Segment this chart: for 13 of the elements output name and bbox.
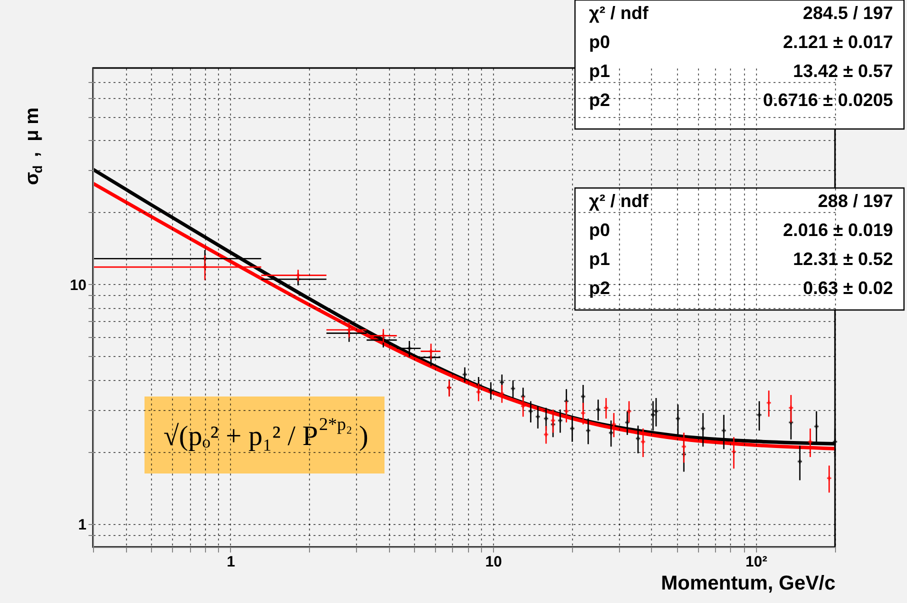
text: p0 2.016 ± 0.019 — [589, 220, 893, 240]
text: p2 0.6716 ± 0.0205 — [589, 90, 893, 110]
text: χ² / ndf 288 / 197 — [589, 191, 893, 211]
text: p0 2.121 ± 0.017 — [589, 32, 893, 52]
x-axis-title: Momentum, GeV/c — [661, 572, 836, 594]
text: p2 0.63 ± 0.02 — [589, 278, 893, 298]
text: p1 12.31 ± 0.52 — [589, 249, 893, 269]
x-tick-label: 10² — [746, 554, 768, 570]
y-axis-title: σd , μ m — [22, 108, 45, 185]
x-tick-label: 1 — [226, 554, 236, 570]
text: p1 13.42 ± 0.57 — [589, 61, 893, 81]
x-tick-label: 10 — [485, 554, 502, 570]
text: χ² / ndf 284.5 / 197 — [589, 3, 893, 23]
